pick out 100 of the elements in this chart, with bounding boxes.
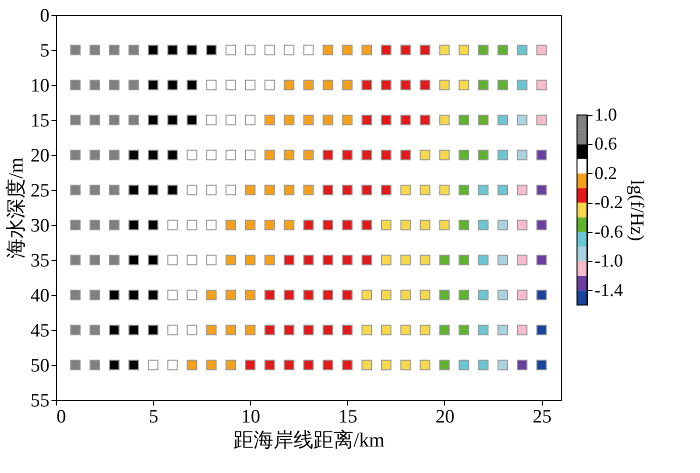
x-tick-label: 20 — [435, 406, 454, 428]
point — [303, 360, 314, 370]
point — [362, 254, 372, 266]
point — [342, 324, 353, 336]
point — [284, 290, 294, 300]
point — [516, 290, 528, 300]
point — [148, 184, 158, 196]
point — [128, 220, 139, 230]
color-bar-label: -0.6 — [594, 221, 623, 242]
point — [284, 360, 294, 370]
point — [478, 114, 489, 126]
point — [536, 44, 547, 56]
point — [497, 290, 508, 300]
point — [148, 290, 158, 300]
point — [400, 150, 411, 160]
point — [303, 324, 314, 336]
point — [478, 324, 489, 336]
point — [536, 220, 547, 230]
y-axis-title: 海水深度/m — [6, 157, 28, 259]
point — [458, 184, 470, 196]
point — [284, 254, 294, 266]
color-bar-label: -1.4 — [594, 280, 623, 300]
point — [536, 360, 547, 370]
point — [322, 254, 334, 266]
color-bar-label: -1.0 — [594, 250, 623, 271]
y-tick-label: 35 — [30, 250, 50, 272]
point — [380, 220, 392, 230]
point — [516, 254, 528, 266]
x-tick-label: 25 — [532, 406, 552, 428]
point — [342, 290, 353, 300]
point — [264, 44, 275, 56]
point — [497, 220, 508, 230]
color-bar-title: lg(f/Hz) — [626, 180, 647, 242]
point — [264, 290, 275, 300]
x-tick-label: 10 — [241, 406, 260, 428]
y-tick-label: 15 — [30, 110, 50, 132]
point — [342, 360, 353, 370]
point — [516, 360, 528, 370]
point — [90, 80, 100, 90]
point — [536, 80, 547, 90]
point — [109, 324, 120, 336]
y-tick-label: 55 — [30, 390, 50, 412]
point — [206, 44, 217, 56]
point — [303, 44, 314, 56]
point — [497, 150, 508, 160]
point — [128, 80, 139, 90]
point — [109, 80, 120, 90]
point — [458, 220, 470, 230]
point — [458, 254, 470, 266]
point — [70, 80, 81, 90]
x-tick-label: 0 — [56, 406, 66, 428]
point — [148, 80, 158, 90]
point — [497, 324, 508, 336]
point — [439, 324, 450, 336]
point — [128, 360, 139, 370]
point — [478, 44, 489, 56]
point — [167, 184, 178, 196]
point — [244, 360, 256, 370]
point — [458, 324, 470, 336]
point — [303, 254, 314, 266]
point — [322, 360, 334, 370]
point — [536, 254, 547, 266]
point — [516, 150, 528, 160]
point — [303, 114, 314, 126]
point — [536, 290, 547, 300]
point — [109, 360, 120, 370]
color-bar-label: 0.2 — [594, 162, 617, 183]
point — [439, 290, 450, 300]
point — [167, 150, 178, 160]
point — [264, 324, 275, 336]
point — [226, 44, 236, 56]
point — [478, 220, 489, 230]
point — [458, 290, 470, 300]
point — [342, 254, 353, 266]
point — [380, 150, 392, 160]
y-tick-label: 40 — [30, 286, 50, 306]
point — [516, 44, 528, 56]
y-tick-label: 25 — [30, 180, 50, 202]
point — [322, 324, 334, 336]
point — [167, 80, 178, 90]
point — [439, 220, 450, 230]
point — [303, 290, 314, 300]
point — [516, 220, 528, 230]
x-tick-label: 15 — [338, 406, 358, 428]
point — [439, 360, 450, 370]
y-tick-label: 30 — [30, 216, 50, 236]
point — [186, 80, 198, 90]
y-tick-label: 0 — [40, 6, 50, 26]
y-tick-label: 50 — [30, 356, 50, 376]
point — [148, 324, 158, 336]
point — [186, 44, 198, 56]
point — [148, 254, 158, 266]
color-bar-label: 0.6 — [594, 134, 617, 154]
point — [264, 114, 275, 126]
point — [536, 324, 547, 336]
point — [342, 150, 353, 160]
point — [497, 360, 508, 370]
point — [167, 44, 178, 56]
point — [284, 44, 294, 56]
point — [186, 114, 198, 126]
